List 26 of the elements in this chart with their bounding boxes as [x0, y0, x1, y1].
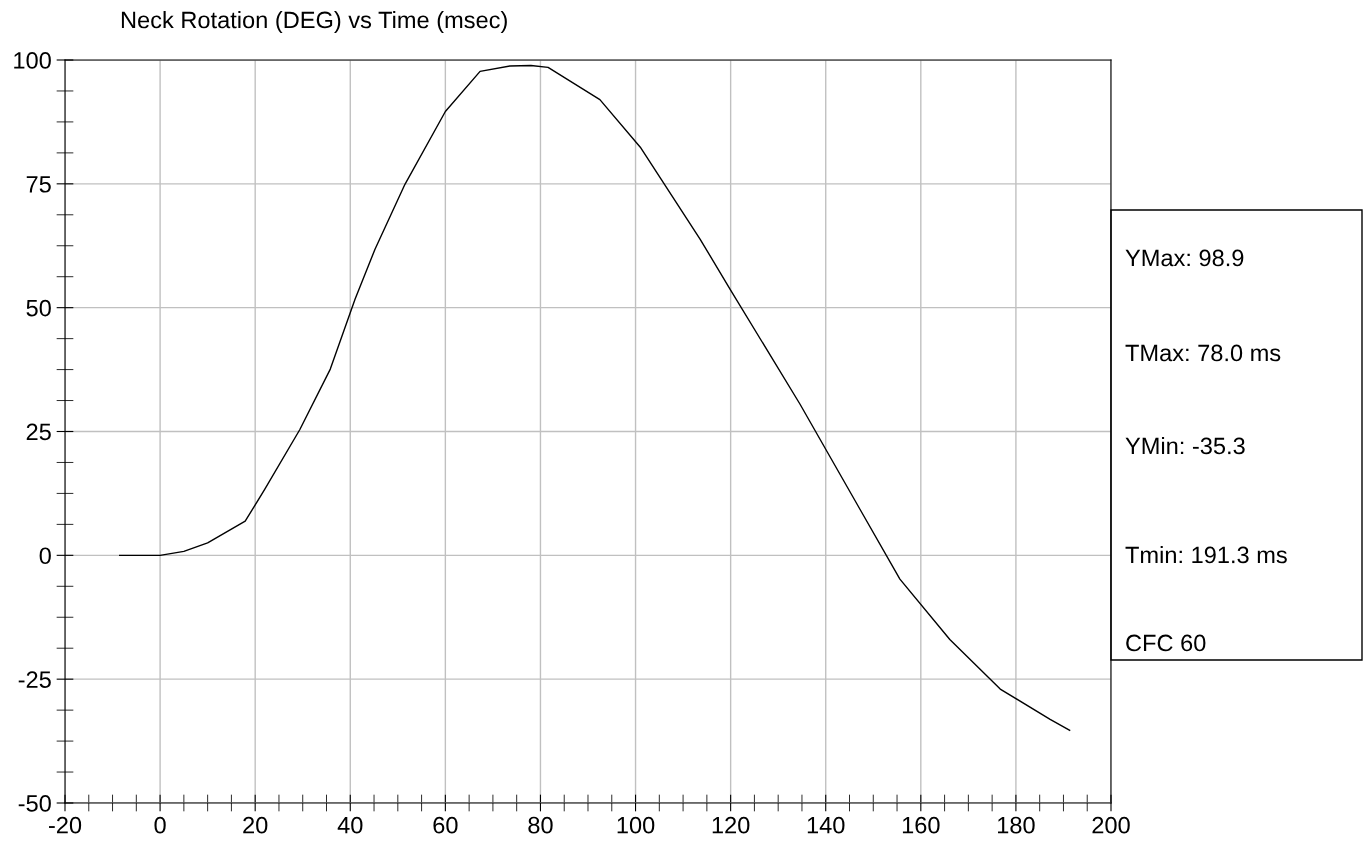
- x-tick-label: -20: [48, 816, 82, 834]
- x-tick-label: 40: [337, 816, 363, 834]
- x-tick-label: 80: [528, 816, 553, 834]
- text: CFC 60: [1126, 634, 1206, 652]
- y-tick-label: 25: [26, 423, 51, 441]
- chart-title: Neck Rotation (DEG) vs Time (msec): [121, 11, 507, 33]
- x-tick-label: 200: [1092, 816, 1130, 834]
- x-tick-label: 120: [712, 816, 750, 834]
- x-tick-label: 20: [243, 816, 268, 834]
- line-series: [118, 64, 1071, 731]
- x-tick-label: 140: [807, 816, 845, 834]
- y-tick-label: 0: [39, 547, 51, 565]
- x-tick-label: 180: [998, 816, 1035, 834]
- y-tick-label: 50: [26, 299, 51, 317]
- text: TMax: 78.0 ms: [1125, 344, 1281, 362]
- text: YMax: 98.9: [1125, 249, 1244, 267]
- x-tick-label: 100: [617, 816, 655, 834]
- y-tick-label: -50: [18, 795, 51, 812]
- y-tick-label: -25: [18, 671, 51, 688]
- text: Tmin: 191.3 ms: [1125, 545, 1287, 564]
- y-tick-label: 75: [26, 176, 51, 193]
- y-tick-label: 100: [14, 52, 51, 69]
- x-tick-label: 0: [154, 816, 166, 834]
- x-tick-label: 160: [902, 816, 940, 834]
- text: YMin: -35.3: [1125, 436, 1245, 455]
- x-tick-label: 60: [433, 816, 458, 834]
